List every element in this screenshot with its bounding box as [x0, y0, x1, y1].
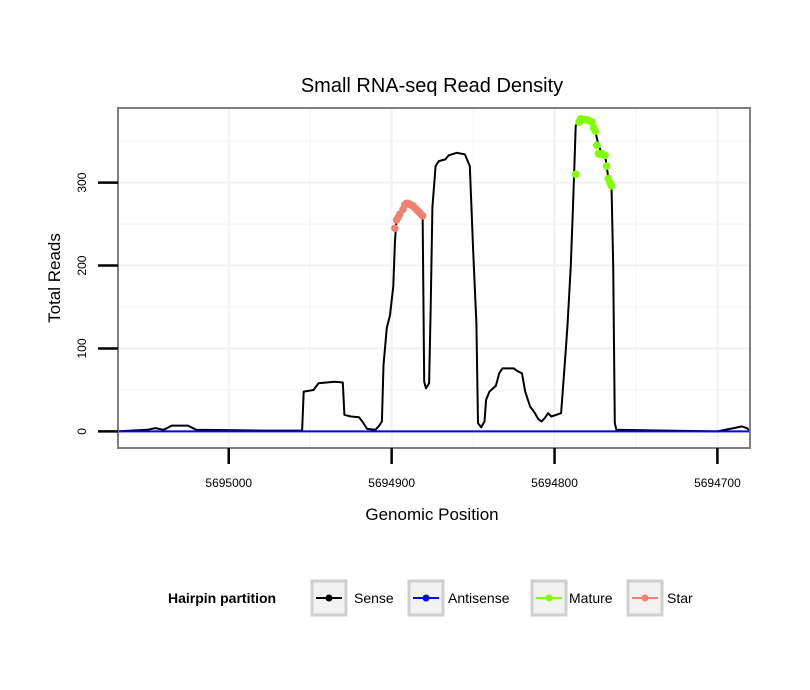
x-axis-title: Genomic Position [365, 505, 498, 524]
legend-label-star: Star [667, 590, 693, 606]
data-point-mature [601, 151, 609, 160]
y-tick-label: 200 [75, 255, 89, 275]
legend-label-mature: Mature [569, 590, 613, 606]
y-axis: 0 100 200 300 [75, 172, 118, 435]
legend: Hairpin partition Sense Antisense Mature St… [168, 579, 693, 617]
y-tick-label: 0 [75, 428, 89, 435]
data-point-mature [591, 127, 600, 136]
legend-title: Hairpin partition [168, 590, 276, 606]
y-tick-label: 300 [75, 172, 89, 192]
x-tick-label: 5694700 [694, 476, 741, 490]
y-tick-label: 100 [75, 338, 89, 358]
data-point-mature [607, 182, 616, 190]
legend-label-sense: Sense [354, 590, 394, 606]
legend-key-dot [325, 594, 333, 602]
data-point-mature [602, 162, 611, 170]
y-axis-title: Total Reads [45, 233, 64, 323]
x-tick-label: 5694800 [531, 476, 578, 490]
series-layer [117, 114, 751, 433]
data-point-star [418, 212, 427, 220]
plot-panel-border [117, 107, 751, 449]
legend-key-dot [422, 594, 430, 602]
x-tick-label: 5694900 [368, 476, 415, 490]
x-tick-label: 5695000 [205, 476, 252, 490]
plot-panel [118, 108, 750, 448]
data-point-mature [571, 170, 580, 179]
legend-key-dot [641, 594, 649, 602]
legend-key-dot [545, 594, 553, 602]
chart-title: Small RNA-seq Read Density [301, 75, 563, 97]
data-point-star [391, 224, 399, 233]
data-point-mature [593, 141, 601, 150]
legend-label-antisense: Antisense [448, 590, 510, 606]
x-axis: 5695000 5694900 5694800 5694700 [205, 448, 741, 490]
grid-minor [118, 108, 750, 448]
data-point-mature [588, 118, 596, 126]
